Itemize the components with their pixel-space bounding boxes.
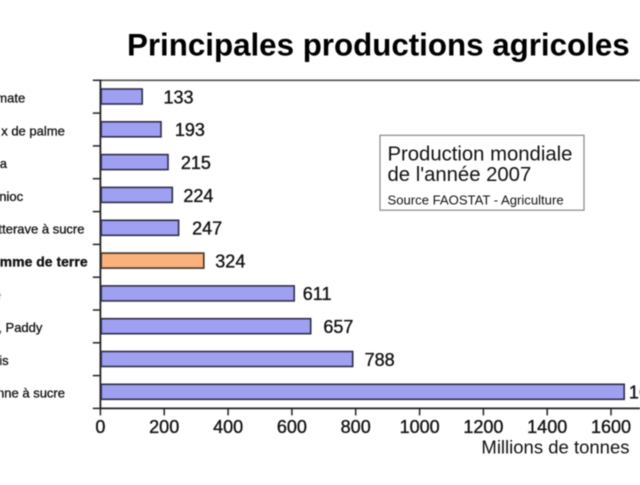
svg-text:1643: 1643: [629, 383, 640, 403]
svg-text:é: é: [0, 287, 2, 302]
svg-text:600: 600: [277, 417, 307, 437]
svg-text:Production mondiale: Production mondiale: [388, 143, 573, 165]
svg-text:611: 611: [303, 284, 332, 304]
svg-text:is: is: [0, 353, 9, 368]
svg-text:x de palme: x de palme: [1, 123, 65, 138]
svg-text:1000: 1000: [400, 417, 440, 437]
svg-text:, Paddy: , Paddy: [0, 320, 43, 335]
svg-text:224: 224: [183, 186, 213, 206]
svg-text:nioc: nioc: [0, 189, 24, 204]
svg-text:mate: mate: [0, 91, 25, 106]
svg-text:788: 788: [365, 350, 395, 370]
svg-text:133: 133: [164, 87, 194, 107]
svg-text:a: a: [0, 156, 8, 171]
svg-text:193: 193: [175, 120, 205, 140]
svg-text:Millions de tonnes: Millions de tonnes: [481, 437, 629, 458]
svg-text:mme de terre: mme de terre: [0, 254, 88, 270]
svg-text:1400: 1400: [527, 417, 567, 437]
svg-text:tterave à sucre: tterave à sucre: [0, 222, 85, 237]
svg-text:Principales productions agrico: Principales productions agricoles: [127, 28, 630, 63]
svg-text:200: 200: [149, 417, 179, 437]
svg-text:Source FAOSTAT - Agriculture: Source FAOSTAT - Agriculture: [388, 193, 564, 208]
svg-text:nne à sucre: nne à sucre: [0, 386, 65, 401]
svg-text:247: 247: [192, 219, 222, 239]
svg-text:400: 400: [213, 417, 243, 437]
svg-text:1600: 1600: [591, 417, 631, 437]
svg-text:1200: 1200: [463, 417, 503, 437]
svg-text:0: 0: [95, 417, 105, 437]
svg-text:de l'année 2007: de l'année 2007: [388, 164, 532, 186]
svg-text:215: 215: [181, 153, 211, 173]
svg-text:800: 800: [341, 417, 371, 437]
svg-text:324: 324: [215, 251, 245, 271]
svg-text:657: 657: [323, 317, 353, 337]
